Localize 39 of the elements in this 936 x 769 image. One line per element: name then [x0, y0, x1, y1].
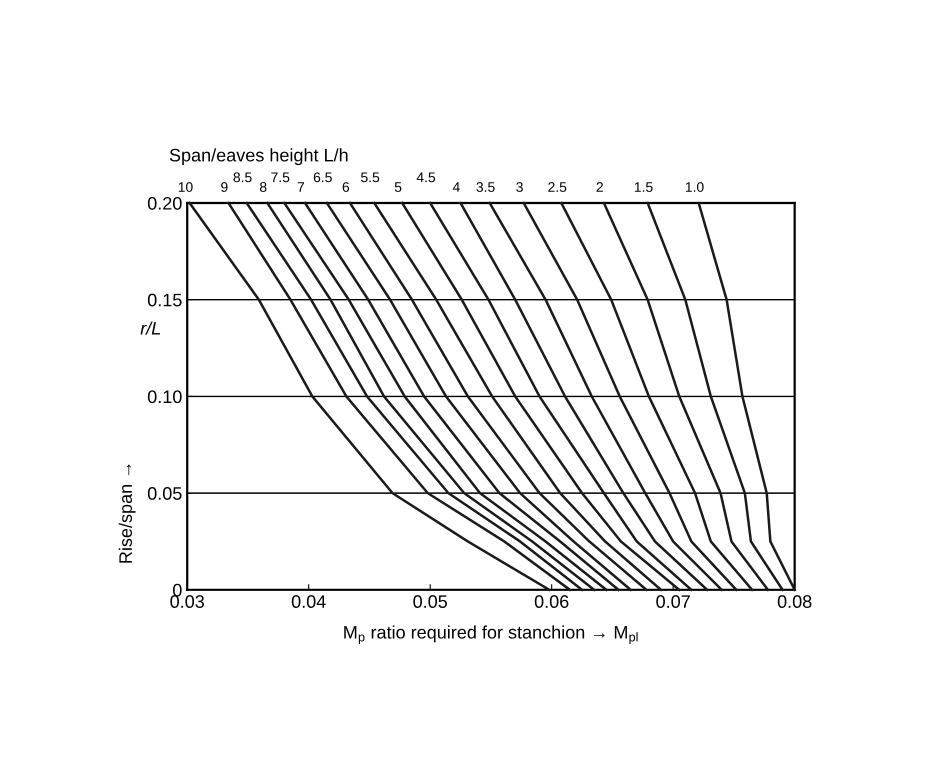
series-label: 5 [394, 182, 402, 192]
x-tick-label: 0.05 [413, 595, 447, 608]
series-label: 5.5 [361, 172, 380, 182]
series-label: 3.5 [476, 182, 495, 192]
line-series [522, 202, 738, 592]
line-series [560, 202, 754, 592]
series-label: 3 [516, 182, 523, 192]
line-series [602, 202, 770, 592]
series-label: 4.5 [416, 172, 436, 182]
line-series [646, 202, 784, 592]
series-label: 10 [178, 182, 193, 192]
series-label: 8 [260, 182, 266, 192]
x-tick-label: 0.04 [292, 595, 326, 608]
series-label: 2 [596, 182, 603, 192]
y-tick-label: 0 [173, 584, 182, 597]
x-tick-label: 0.06 [534, 595, 568, 608]
x-tick-label: 0.07 [656, 595, 690, 608]
series-label: 7 [298, 182, 304, 192]
x-axis-title: M$_{p}$ ratio required for stanchion → M$_{pl}$ [344, 625, 638, 644]
series-label: 1.5 [634, 182, 653, 192]
line-series [459, 202, 708, 592]
series-label: 2.5 [548, 182, 566, 192]
y-tick-label: 0.10 [148, 390, 182, 404]
y-tick-label: 0.20 [148, 196, 182, 210]
series-label: 1.0 [686, 182, 704, 192]
y-tick-label: 0.05 [148, 487, 182, 500]
series-label: 6.5 [314, 172, 332, 182]
series-label: 7.5 [271, 172, 290, 182]
x-tick-label: 0.08 [778, 595, 812, 608]
x-tick-label: 0.03 [170, 595, 204, 608]
y-axis-title: Rise/span → [118, 464, 136, 563]
y-tick-label: 0.15 [148, 294, 182, 306]
series-label: 8.5 [234, 172, 252, 182]
series-label: 9 [221, 182, 228, 192]
chart-title: Span/eaves height L/h [170, 148, 348, 166]
text: r/L [140, 321, 160, 335]
series-label: 6 [342, 182, 350, 192]
line-series [488, 202, 724, 592]
series-label: 4 [452, 182, 460, 192]
